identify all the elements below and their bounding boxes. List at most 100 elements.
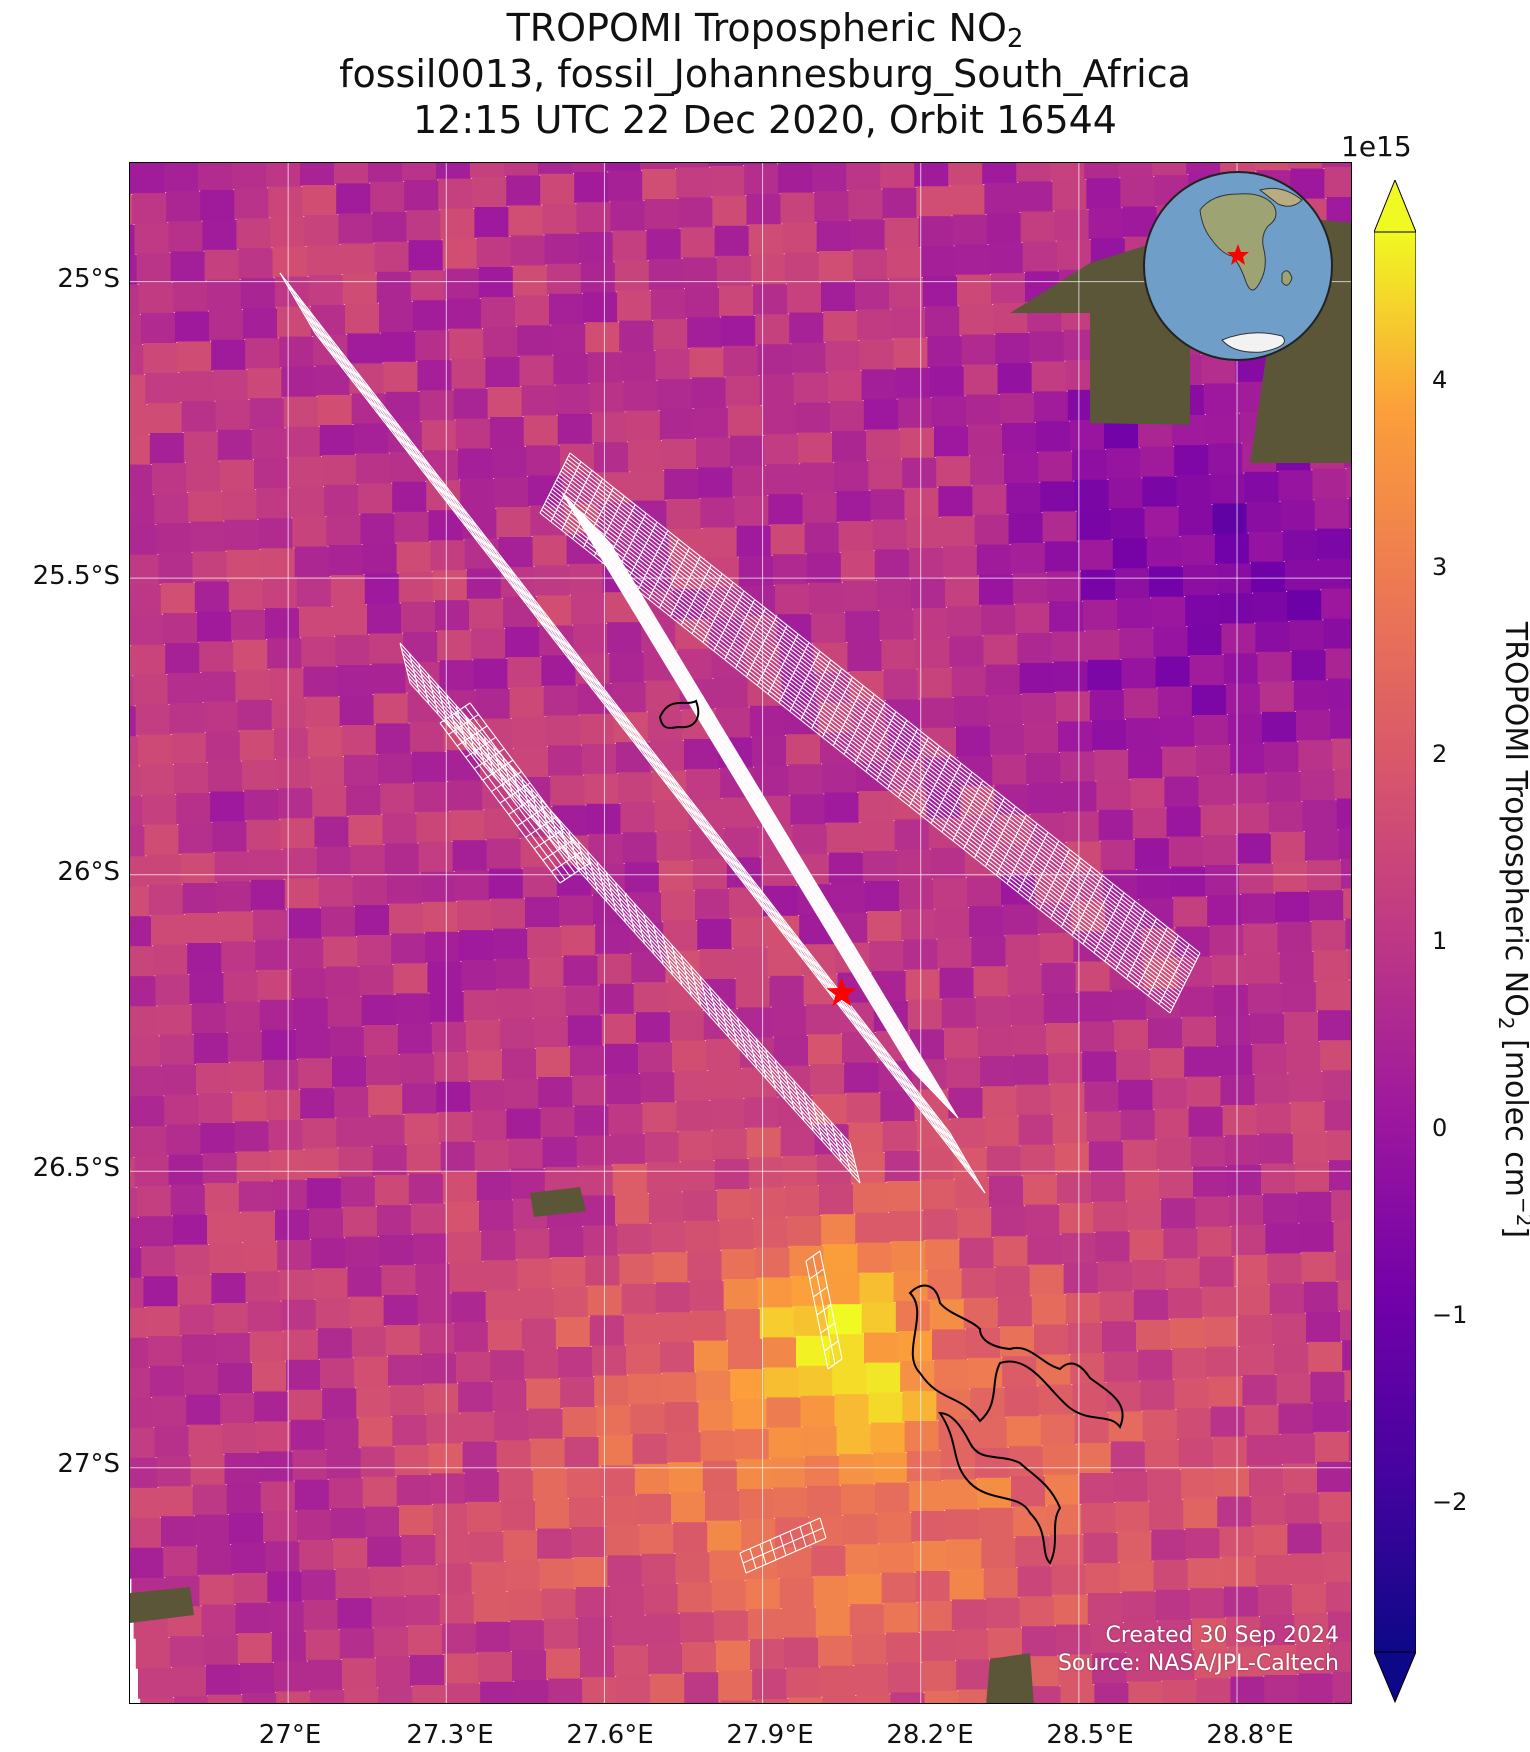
no2-pixel — [455, 418, 491, 450]
no2-pixel — [1291, 1583, 1327, 1615]
no2-pixel — [882, 1121, 918, 1152]
no2-pixel — [918, 216, 954, 248]
no2-pixel — [811, 612, 847, 644]
no2-pixel — [181, 1334, 217, 1366]
no2-pixel — [316, 846, 352, 878]
no2-pixel — [426, 1413, 462, 1445]
no2-pixel — [376, 1656, 411, 1688]
no2-pixel — [1194, 715, 1229, 746]
no2-pixel — [691, 377, 727, 409]
no2-pixel — [173, 1214, 208, 1246]
no2-pixel — [396, 541, 432, 573]
no2-pixel — [1291, 650, 1327, 682]
no2-pixel — [718, 1670, 754, 1702]
no2-pixel — [1229, 1195, 1265, 1226]
no2-pixel — [900, 427, 935, 459]
no2-pixel — [477, 718, 513, 750]
no2-pixel — [1126, 1651, 1162, 1683]
no2-pixel — [130, 584, 162, 616]
no2-pixel — [134, 223, 170, 254]
no2-pixel — [148, 884, 184, 916]
no2-pixel — [1114, 1019, 1149, 1051]
no2-pixel — [1152, 163, 1188, 176]
no2-pixel — [589, 1315, 625, 1347]
no2-pixel — [622, 832, 658, 864]
no2-pixel — [543, 1618, 579, 1650]
no2-pixel — [257, 969, 293, 1001]
no2-pixel — [540, 1107, 576, 1138]
no2-pixel — [305, 696, 341, 728]
no2-pixel — [786, 734, 821, 766]
no2-pixel — [734, 495, 770, 527]
no2-pixel — [757, 1277, 793, 1309]
no2-pixel — [266, 1089, 302, 1121]
no2-pixel — [1314, 498, 1350, 530]
no2-pixel — [1048, 1053, 1084, 1084]
no2-pixel — [975, 996, 1011, 1028]
no2-pixel — [1324, 167, 1351, 198]
no2-pixel — [989, 1176, 1024, 1208]
no2-pixel — [132, 1126, 168, 1158]
no2-pixel — [464, 1471, 500, 1503]
no2-pixel — [1346, 467, 1351, 498]
no2-pixel — [1136, 1319, 1171, 1351]
no2-pixel — [698, 1400, 734, 1432]
no2-pixel — [689, 347, 725, 379]
no2-pixel — [192, 1484, 228, 1516]
no2-pixel — [788, 1697, 824, 1703]
no2-pixel — [1274, 1343, 1310, 1375]
no2-pixel — [761, 404, 797, 436]
no2-pixel — [1176, 475, 1212, 506]
no2-pixel — [693, 407, 729, 439]
no2-pixel — [659, 409, 695, 440]
no2-pixel — [512, 1650, 547, 1682]
no2-pixel — [451, 1291, 487, 1323]
no2-pixel — [754, 1699, 790, 1703]
no2-pixel — [1292, 1131, 1328, 1163]
no2-pixel — [655, 1282, 691, 1314]
no2-pixel — [951, 666, 987, 698]
no2-pixel — [1213, 985, 1249, 1016]
no2-pixel — [875, 1482, 910, 1514]
no2-pixel — [1228, 713, 1263, 745]
no2-pixel — [1153, 626, 1189, 658]
no2-pixel — [188, 491, 224, 523]
no2-pixel — [297, 1509, 332, 1541]
no2-pixel — [970, 454, 1006, 486]
no2-pixel — [1223, 1586, 1259, 1618]
no2-pixel — [1227, 1165, 1262, 1196]
no2-pixel — [1329, 1160, 1351, 1192]
no2-pixel — [324, 485, 360, 516]
no2-pixel — [788, 764, 824, 796]
no2-pixel — [838, 521, 874, 552]
no2-pixel — [806, 552, 842, 584]
no2-pixel — [746, 194, 782, 226]
no2-pixel — [390, 1385, 426, 1416]
no2-pixel — [1137, 868, 1172, 900]
no2-pixel — [621, 350, 657, 382]
no2-pixel — [431, 1021, 467, 1053]
no2-pixel — [612, 1163, 648, 1195]
no2-pixel — [575, 1587, 611, 1618]
no2-pixel — [696, 437, 731, 469]
no2-pixel — [1060, 1684, 1096, 1703]
no2-pixel — [469, 1531, 505, 1563]
no2-pixel — [269, 1601, 305, 1633]
no2-pixel — [1190, 1136, 1226, 1168]
no2-pixel — [334, 1086, 370, 1118]
no2-pixel — [245, 338, 281, 370]
no2-pixel-layer — [130, 163, 1351, 1703]
no2-pixel — [183, 431, 219, 463]
no2-pixel — [534, 565, 570, 597]
no2-pixel — [459, 930, 495, 962]
no2-pixel — [645, 680, 681, 712]
no2-pixel — [1053, 661, 1089, 693]
no2-pixel — [158, 1486, 194, 1518]
no2-pixel — [211, 339, 247, 371]
no2-pixel — [1100, 839, 1136, 871]
no2-pixel — [648, 259, 684, 290]
no2-pixel — [159, 1034, 195, 1066]
no2-pixel — [940, 516, 976, 548]
no2-pixel — [515, 295, 550, 327]
no2-pixel — [169, 703, 205, 734]
